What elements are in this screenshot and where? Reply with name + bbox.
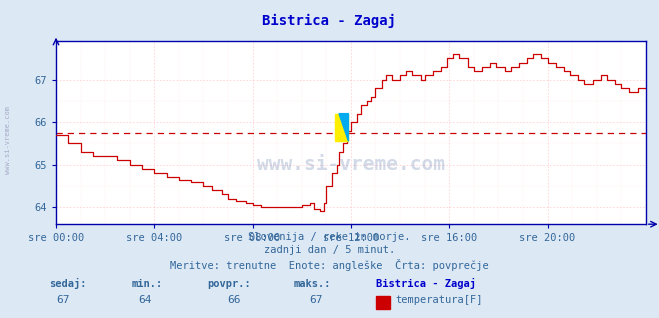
Text: 67: 67	[56, 295, 69, 305]
Text: Bistrica - Zagaj: Bistrica - Zagaj	[262, 14, 397, 29]
Text: sedaj:: sedaj:	[49, 278, 87, 289]
Bar	[335, 114, 349, 141]
Text: www.si-vreme.com: www.si-vreme.com	[5, 106, 11, 174]
Text: min.:: min.:	[132, 279, 163, 289]
Text: Slovenija / reke in morje.: Slovenija / reke in morje.	[248, 232, 411, 242]
Text: Meritve: trenutne  Enote: angleške  Črta: povprečje: Meritve: trenutne Enote: angleške Črta: …	[170, 259, 489, 271]
Text: maks.:: maks.:	[293, 279, 331, 289]
Text: www.si-vreme.com: www.si-vreme.com	[257, 155, 445, 174]
Text: 64: 64	[138, 295, 152, 305]
Text: temperatura[F]: temperatura[F]	[395, 295, 483, 305]
Text: povpr.:: povpr.:	[208, 279, 251, 289]
Text: 67: 67	[310, 295, 323, 305]
Text: zadnji dan / 5 minut.: zadnji dan / 5 minut.	[264, 245, 395, 255]
Polygon shape	[339, 114, 349, 141]
Text: Bistrica - Zagaj: Bistrica - Zagaj	[376, 278, 476, 289]
Text: 66: 66	[227, 295, 241, 305]
